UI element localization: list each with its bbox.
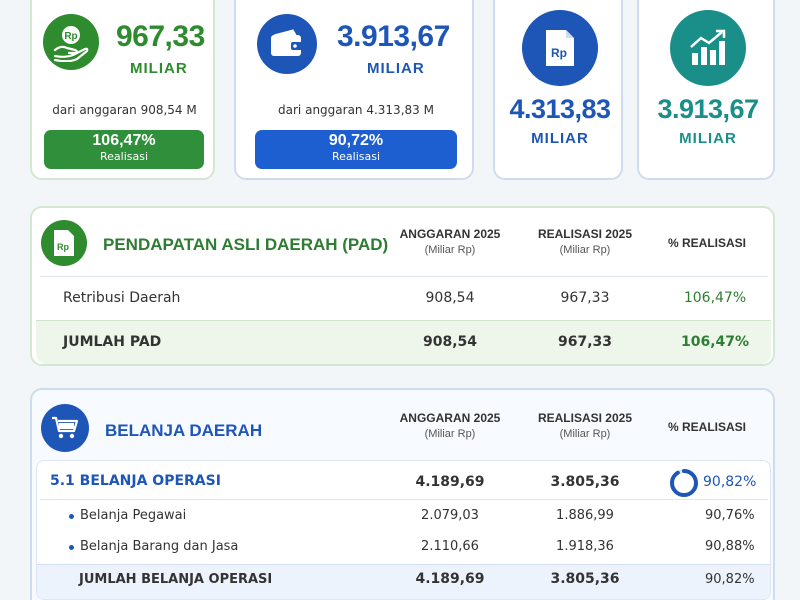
belanja-section: BELANJA DAERAH ANGGARAN 2025 (Miliar Rp)…: [30, 388, 775, 600]
pad-col-real-unit: (Miliar Rp): [559, 244, 611, 256]
pad-row-pct: 106,47%: [683, 290, 747, 306]
pad-section: Rp PENDAPATAN ASLI DAERAH (PAD) ANGGARAN…: [30, 206, 775, 366]
group-pct: 90,82%: [703, 474, 757, 490]
total-pct: 90,82%: [705, 572, 755, 587]
budget-unit: MILIAR: [531, 130, 589, 147]
realization-unit: MILIAR: [679, 130, 737, 147]
group-real: 3.805,36: [550, 474, 620, 490]
belanja-col-budget: ANGGARAN 2025 (Miliar Rp): [390, 411, 510, 440]
spending-value: 3.913,67: [337, 20, 450, 53]
item-budget: 2.110,66: [421, 539, 479, 554]
kpi-card-realization: 3.913,67 MILIAR: [637, 0, 775, 180]
document-rp-icon: Rp: [41, 220, 87, 266]
belanja-total-row: [37, 564, 770, 599]
group-progress-ring: [670, 469, 698, 497]
wallet-icon: [257, 14, 317, 74]
item-label: Belanja Barang dan Jasa: [80, 539, 239, 554]
pad-realization-pill: 106,47% Realisasi: [44, 130, 204, 169]
kpi-card-pad: Rp 967,33 MILIAR dari anggaran 908,54 M …: [30, 0, 215, 180]
pad-total-pct: 106,47%: [680, 334, 750, 350]
item-pct: 90,76%: [705, 508, 755, 523]
pad-total-row: [36, 320, 771, 364]
money-hand-icon: Rp: [43, 14, 99, 70]
item-budget: 2.079,03: [421, 508, 479, 523]
spending-percent-label: Realisasi: [331, 150, 381, 163]
growth-chart-icon: [670, 10, 746, 86]
divider: [40, 499, 768, 500]
pad-col-real: REALISASI 2025 (Miliar Rp): [525, 227, 645, 256]
total-budget: 4.189,69: [415, 571, 485, 587]
total-label: JUMLAH BELANJA OPERASI: [79, 572, 273, 587]
pad-row-label: Retribusi Daerah: [63, 290, 181, 306]
belanja-col-real-unit: (Miliar Rp): [559, 428, 611, 440]
belanja-col-real-label: REALISASI 2025: [537, 411, 633, 425]
belanja-col-real: REALISASI 2025 (Miliar Rp): [525, 411, 645, 440]
pad-section-icon-text: Rp: [57, 242, 69, 252]
belanja-col-pct-label: % REALISASI: [667, 420, 746, 434]
pad-value: 967,33: [116, 20, 205, 53]
realization-value: 3.913,67: [657, 94, 759, 124]
cart-icon: [41, 404, 89, 452]
pad-row-real: 967,33: [560, 290, 610, 306]
pad-total-budget: 908,54: [422, 334, 478, 350]
belanja-col-budget-unit: (Miliar Rp): [424, 428, 476, 440]
spending-unit: MILIAR: [367, 60, 425, 77]
svg-text:Rp: Rp: [64, 31, 77, 42]
pad-section-title: PENDAPATAN ASLI DAERAH (PAD): [103, 235, 389, 254]
pad-total-real: 967,33: [557, 334, 613, 350]
spending-budget-text: dari anggaran 4.313,83 M: [278, 103, 434, 117]
belanja-section-title: BELANJA DAERAH: [105, 421, 263, 440]
pad-col-pct-label: % REALISASI: [667, 236, 746, 250]
pad-col-budget-label: ANGGARAN 2025: [399, 227, 501, 241]
belanja-col-budget-label: ANGGARAN 2025: [399, 411, 501, 425]
kpi-card-budget: Rp 4.313,83 MILIAR: [493, 0, 623, 180]
item-real: 1.886,99: [556, 508, 614, 523]
group-budget: 4.189,69: [415, 474, 485, 490]
pad-row-budget: 908,54: [425, 290, 475, 306]
item-pct: 90,88%: [705, 539, 755, 554]
pad-total-label: JUMLAH PAD: [63, 334, 162, 350]
pad-unit: MILIAR: [130, 60, 188, 77]
spending-percent: 90,72%: [328, 132, 384, 149]
total-real: 3.805,36: [550, 571, 620, 587]
document-rp-icon: Rp: [522, 10, 598, 86]
budget-value: 4.313,83: [509, 94, 611, 124]
item-real: 1.918,36: [556, 539, 614, 554]
pad-col-budget: ANGGARAN 2025 (Miliar Rp): [390, 227, 510, 256]
belanja-col-pct: % REALISASI: [647, 420, 767, 434]
pad-percent-label: Realisasi: [99, 150, 149, 163]
bullet: [69, 545, 74, 550]
pad-budget-text: dari anggaran 908,54 M: [52, 103, 197, 117]
item-label: Belanja Pegawai: [80, 508, 187, 523]
spending-realization-pill: 90,72% Realisasi: [255, 130, 457, 169]
bullet: [69, 514, 74, 519]
pad-col-real-label: REALISASI 2025: [537, 227, 633, 241]
pad-col-pct: % REALISASI: [647, 236, 767, 250]
pad-percent: 106,47%: [92, 132, 156, 149]
pad-col-budget-unit: (Miliar Rp): [424, 244, 476, 256]
budget-icon-text: Rp: [551, 46, 567, 60]
divider: [40, 276, 768, 277]
kpi-card-spending: 3.913,67 MILIAR dari anggaran 4.313,83 M…: [234, 0, 474, 180]
group-label: 5.1 BELANJA OPERASI: [50, 473, 221, 489]
